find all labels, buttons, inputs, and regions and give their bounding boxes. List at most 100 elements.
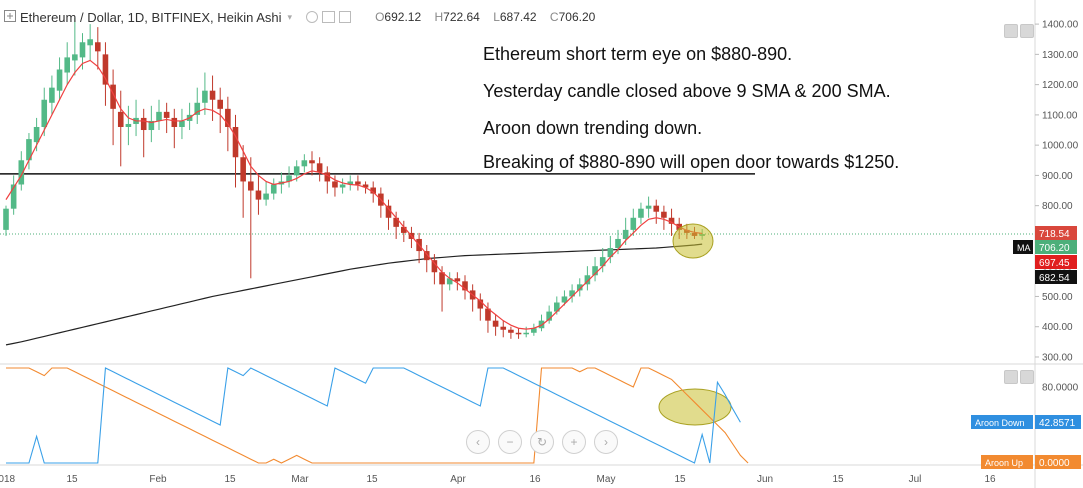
candle-body xyxy=(401,226,407,233)
symbol-dropdown-icon[interactable]: ▾ xyxy=(287,11,293,22)
candle-body xyxy=(255,190,262,200)
chart-navigation: ‹ − ↻ + › xyxy=(466,430,618,454)
time-tick-label: 15 xyxy=(366,474,378,485)
open-label: O xyxy=(375,10,385,24)
sma9-line xyxy=(5,59,703,330)
candle-body xyxy=(301,160,308,167)
time-tick-label: 16 xyxy=(529,474,541,485)
time-tick-label: 16 xyxy=(984,474,996,485)
candle-body xyxy=(622,229,629,239)
candle-body xyxy=(156,111,162,121)
pane-collapse-icon[interactable] xyxy=(1020,370,1034,384)
time-tick-label: 2018 xyxy=(0,474,16,485)
low-label: L xyxy=(493,10,500,24)
candle-body xyxy=(10,184,17,209)
aroon-name-label: Aroon Down xyxy=(975,418,1025,428)
time-tick-label: Apr xyxy=(450,474,466,485)
candle-body xyxy=(599,257,606,267)
candle-body xyxy=(454,278,461,282)
candle-body xyxy=(286,175,292,182)
high-label: H xyxy=(434,10,444,24)
aroon-name-box xyxy=(971,415,1033,429)
candle-body xyxy=(270,184,277,194)
time-tick-label: May xyxy=(597,474,616,485)
price-tick-label: 1300.00 xyxy=(1042,50,1079,61)
candle-body xyxy=(385,205,392,218)
candle-body xyxy=(110,84,116,109)
annotation-text: Ethereum short term eye on $880-890. xyxy=(483,44,793,64)
candle-body xyxy=(33,126,40,143)
time-tick-label: Feb xyxy=(149,474,167,485)
annotation-text: Aroon down trending down. xyxy=(483,118,703,138)
pane-maximize-icon[interactable] xyxy=(1004,370,1018,384)
candle-body xyxy=(531,328,537,333)
candle-body xyxy=(232,126,239,158)
ohlc-values: O692.12 H722.64 L687.42 C706.20 xyxy=(365,10,595,24)
highlight-ellipse xyxy=(672,223,714,259)
candle-body xyxy=(638,208,644,218)
close-icon[interactable] xyxy=(339,11,352,23)
candle-body xyxy=(523,332,529,335)
ma-label: MA xyxy=(1017,243,1031,253)
plus-square-icon[interactable] xyxy=(4,10,16,22)
reset-icon[interactable]: ↻ xyxy=(530,430,554,454)
aroon-name-box xyxy=(981,455,1033,469)
candle-body xyxy=(64,57,70,73)
ma-label-box xyxy=(1013,240,1033,254)
pane-collapse-icon[interactable] xyxy=(1020,24,1034,38)
high-value: 722.64 xyxy=(443,10,480,24)
candle-body xyxy=(592,266,598,276)
candle-body xyxy=(171,117,178,127)
candle-body xyxy=(209,90,216,100)
price-label: 706.20 xyxy=(1039,243,1070,254)
candle-body xyxy=(500,326,507,330)
aroon-value-box xyxy=(1035,415,1081,429)
candle-body xyxy=(645,205,652,209)
highlight-ellipse xyxy=(658,388,732,426)
candle-body xyxy=(462,281,468,291)
candle-body xyxy=(217,99,223,109)
zoom-out-icon[interactable]: − xyxy=(498,430,522,454)
price-tick-label: 900.00 xyxy=(1042,171,1073,182)
zoom-in-icon[interactable]: + xyxy=(562,430,586,454)
visibility-icon[interactable] xyxy=(322,11,336,23)
time-tick-label: Jul xyxy=(909,474,922,485)
candle-body xyxy=(554,302,560,312)
candle-body xyxy=(117,111,124,127)
candle-body xyxy=(18,160,25,185)
symbol-title[interactable]: Ethereum / Dollar, 1D, BITFINEX, Heikin … xyxy=(20,9,282,25)
chart-header: Ethereum / Dollar, 1D, BITFINEX, Heikin … xyxy=(0,0,1000,34)
price-label-box xyxy=(1035,255,1077,269)
price-label-box xyxy=(1035,240,1077,254)
candle-body xyxy=(293,166,300,176)
aroon-down-line xyxy=(6,367,741,464)
price-tick-label: 400.00 xyxy=(1042,322,1073,333)
chevron-left-icon[interactable]: ‹ xyxy=(466,430,490,454)
low-value: 687.42 xyxy=(499,10,537,24)
price-label-box xyxy=(1035,270,1077,284)
candle-body xyxy=(248,181,254,191)
annotation-text: Breaking of $880-890 will open door towa… xyxy=(483,152,900,172)
candle-body xyxy=(194,102,201,115)
chevron-right-icon[interactable]: › xyxy=(594,430,618,454)
candle-body xyxy=(41,99,48,127)
candle-body xyxy=(125,123,132,127)
candle-body xyxy=(339,184,346,188)
candle-body xyxy=(446,278,453,285)
candle-body xyxy=(492,320,499,327)
candle-body xyxy=(56,69,63,91)
pane-maximize-icon[interactable] xyxy=(1004,24,1018,38)
candle-body xyxy=(561,296,568,303)
price-label: 682.54 xyxy=(1039,273,1070,284)
candle-body xyxy=(49,87,55,103)
price-tick-label: 1400.00 xyxy=(1042,20,1079,31)
candle-body xyxy=(668,217,675,224)
candle-body xyxy=(607,248,614,258)
settings-icon[interactable] xyxy=(306,11,319,23)
candle-body xyxy=(324,172,331,182)
candle-body xyxy=(370,187,376,194)
candle-body xyxy=(569,290,575,297)
open-value: 692.12 xyxy=(384,10,422,24)
candle-body xyxy=(485,308,491,321)
